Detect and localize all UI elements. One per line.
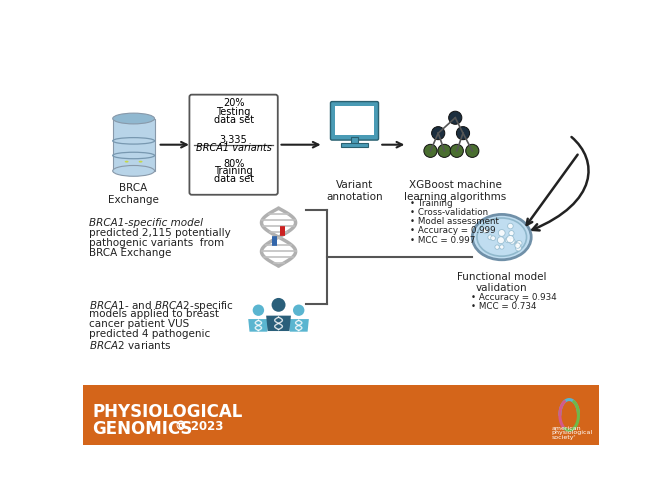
Text: predicted 2,115 potentially: predicted 2,115 potentially — [89, 228, 231, 238]
Circle shape — [507, 236, 514, 242]
Circle shape — [507, 224, 513, 229]
Text: data set: data set — [214, 116, 254, 126]
Text: © 2023: © 2023 — [174, 420, 223, 434]
Circle shape — [432, 126, 445, 140]
Text: BRCA
Exchange: BRCA Exchange — [108, 183, 159, 205]
Text: PHYSIOLOGICAL: PHYSIOLOGICAL — [93, 402, 243, 420]
Text: $\it{BRCA1}$- and $\it{BRCA2}$-specific: $\it{BRCA1}$- and $\it{BRCA2}$-specific — [89, 298, 234, 312]
Text: Training: Training — [214, 166, 253, 176]
Text: data set: data set — [214, 174, 254, 184]
Circle shape — [515, 245, 521, 251]
Text: BRCA1 variants: BRCA1 variants — [196, 143, 272, 153]
Text: societyʳ: societyʳ — [551, 435, 575, 440]
Text: • Training: • Training — [410, 198, 453, 207]
Text: cancer patient VUS: cancer patient VUS — [89, 318, 190, 328]
Circle shape — [293, 304, 304, 316]
Text: Functional model
validation: Functional model validation — [457, 272, 547, 293]
Circle shape — [498, 236, 504, 244]
Text: 3,335: 3,335 — [220, 136, 248, 145]
Circle shape — [438, 144, 451, 158]
Bar — [113, 118, 155, 171]
Text: american: american — [551, 426, 581, 430]
Circle shape — [491, 236, 496, 240]
Circle shape — [516, 240, 522, 246]
Bar — [340, 143, 368, 147]
Ellipse shape — [113, 166, 155, 176]
Circle shape — [495, 245, 500, 250]
Circle shape — [449, 111, 462, 124]
Circle shape — [272, 298, 286, 312]
Ellipse shape — [472, 214, 531, 260]
Polygon shape — [288, 319, 309, 332]
Circle shape — [505, 238, 510, 242]
Circle shape — [500, 245, 504, 249]
Text: GENOMICS: GENOMICS — [93, 420, 193, 438]
Circle shape — [509, 230, 514, 236]
Text: • MCC = 0.997: • MCC = 0.997 — [410, 236, 476, 244]
Polygon shape — [266, 316, 291, 331]
Circle shape — [483, 228, 488, 233]
Circle shape — [509, 238, 515, 244]
Ellipse shape — [125, 160, 129, 162]
Ellipse shape — [113, 113, 155, 124]
Text: predicted 4 pathogenic: predicted 4 pathogenic — [89, 328, 210, 338]
Text: pathogenic variants  from: pathogenic variants from — [89, 238, 224, 248]
Polygon shape — [248, 319, 268, 332]
Text: • Accuracy = 0.999: • Accuracy = 0.999 — [410, 226, 496, 235]
Circle shape — [488, 235, 493, 240]
Circle shape — [456, 126, 470, 140]
FancyBboxPatch shape — [335, 106, 374, 136]
FancyBboxPatch shape — [189, 94, 278, 194]
Text: Variant
annotation: Variant annotation — [326, 180, 383, 202]
Text: XGBoost machine
learning algorithms: XGBoost machine learning algorithms — [404, 180, 506, 202]
Text: • MCC = 0.734: • MCC = 0.734 — [471, 302, 536, 311]
Ellipse shape — [139, 160, 143, 162]
Bar — [350, 137, 358, 144]
Text: • Model assessment: • Model assessment — [410, 217, 500, 226]
Circle shape — [252, 304, 264, 316]
FancyArrowPatch shape — [532, 137, 589, 230]
Text: 20%: 20% — [223, 98, 244, 108]
Circle shape — [450, 144, 464, 158]
Circle shape — [515, 243, 520, 248]
Circle shape — [424, 144, 437, 158]
Circle shape — [466, 144, 479, 158]
Circle shape — [515, 241, 520, 246]
Text: 80%: 80% — [223, 158, 244, 168]
Circle shape — [498, 230, 505, 236]
Text: Testing: Testing — [216, 107, 251, 117]
Text: $\it{BRCA2}$ variants: $\it{BRCA2}$ variants — [89, 338, 172, 350]
Text: physiological: physiological — [551, 430, 593, 435]
Text: • Accuracy = 0.934: • Accuracy = 0.934 — [471, 292, 557, 302]
Text: BRCA Exchange: BRCA Exchange — [89, 248, 172, 258]
Text: models applied to breast: models applied to breast — [89, 308, 220, 318]
Bar — [83, 385, 599, 445]
FancyBboxPatch shape — [330, 102, 378, 140]
Text: BRCA1-specific model: BRCA1-specific model — [89, 218, 203, 228]
Text: • Cross-validation: • Cross-validation — [410, 208, 488, 217]
